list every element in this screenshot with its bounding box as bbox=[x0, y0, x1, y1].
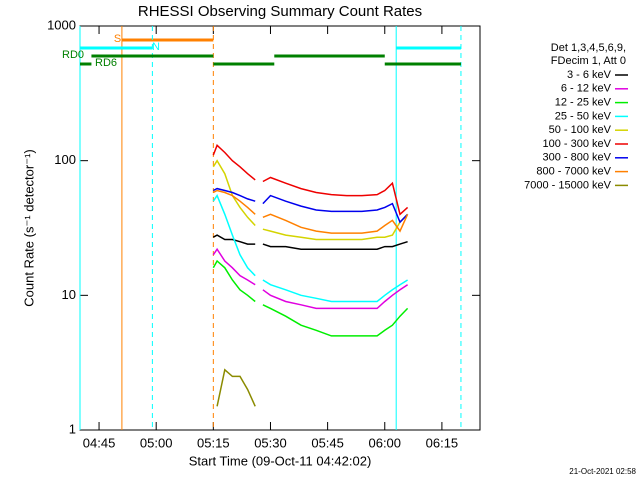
y-tick-label: 1000 bbox=[47, 17, 76, 32]
legend-label: 25 - 50 keV bbox=[555, 110, 612, 122]
x-tick-label: 05:30 bbox=[254, 435, 287, 450]
plot-frame bbox=[79, 25, 481, 431]
legend-label: 7000 - 15000 keV bbox=[524, 179, 612, 191]
interval-label: RD0 bbox=[62, 49, 84, 61]
x-tick-label: 05:15 bbox=[197, 435, 230, 450]
x-tick-label: 06:00 bbox=[368, 435, 401, 450]
footer: 21-Oct-2021 02:58 bbox=[569, 467, 636, 476]
series-line bbox=[212, 143, 256, 181]
x-tick-label: 06:15 bbox=[426, 435, 459, 450]
chart-title: RHESSI Observing Summary Count Rates bbox=[138, 3, 422, 20]
legend-label: 800 - 7000 keV bbox=[536, 166, 611, 178]
series-line bbox=[262, 213, 409, 241]
series-line bbox=[212, 189, 256, 215]
legend-header: FDecim 1, Att 0 bbox=[551, 55, 626, 67]
x-axis-label: Start Time (09-Oct-11 04:42:02) bbox=[189, 453, 372, 468]
y-axis-label: Count Rate (s⁻¹ detector⁻¹) bbox=[21, 149, 36, 307]
x-tick-label: 05:45 bbox=[311, 435, 344, 450]
interval-label: S bbox=[114, 33, 121, 45]
series-line bbox=[216, 368, 256, 407]
series-line bbox=[262, 176, 409, 216]
y-tick-label: 1 bbox=[69, 421, 76, 436]
legend-header: Det 1,3,4,5,6,9, bbox=[551, 42, 626, 54]
series-line bbox=[212, 234, 256, 245]
series-line bbox=[262, 284, 409, 310]
series-line bbox=[262, 304, 409, 337]
series-line bbox=[262, 213, 409, 234]
y-tick-label: 10 bbox=[62, 287, 76, 302]
interval-label: N bbox=[152, 41, 160, 53]
series-line bbox=[212, 187, 256, 202]
y-tick-label: 100 bbox=[54, 152, 76, 167]
legend-label: 6 - 12 keV bbox=[561, 83, 612, 95]
x-tick-label: 04:45 bbox=[83, 435, 116, 450]
interval-label: RD6 bbox=[95, 57, 117, 69]
series-line bbox=[262, 194, 409, 224]
series-line bbox=[212, 259, 256, 303]
series-line bbox=[262, 240, 408, 250]
series-line bbox=[212, 194, 256, 277]
legend-label: 100 - 300 keV bbox=[543, 138, 612, 150]
x-tick-label: 05:00 bbox=[140, 435, 173, 450]
legend-label: 300 - 800 keV bbox=[543, 152, 612, 164]
legend-label: 12 - 25 keV bbox=[555, 97, 612, 109]
legend-label: 3 - 6 keV bbox=[567, 69, 612, 81]
series-line bbox=[262, 279, 408, 303]
series-line bbox=[212, 247, 256, 286]
legend-label: 50 - 100 keV bbox=[549, 124, 612, 136]
